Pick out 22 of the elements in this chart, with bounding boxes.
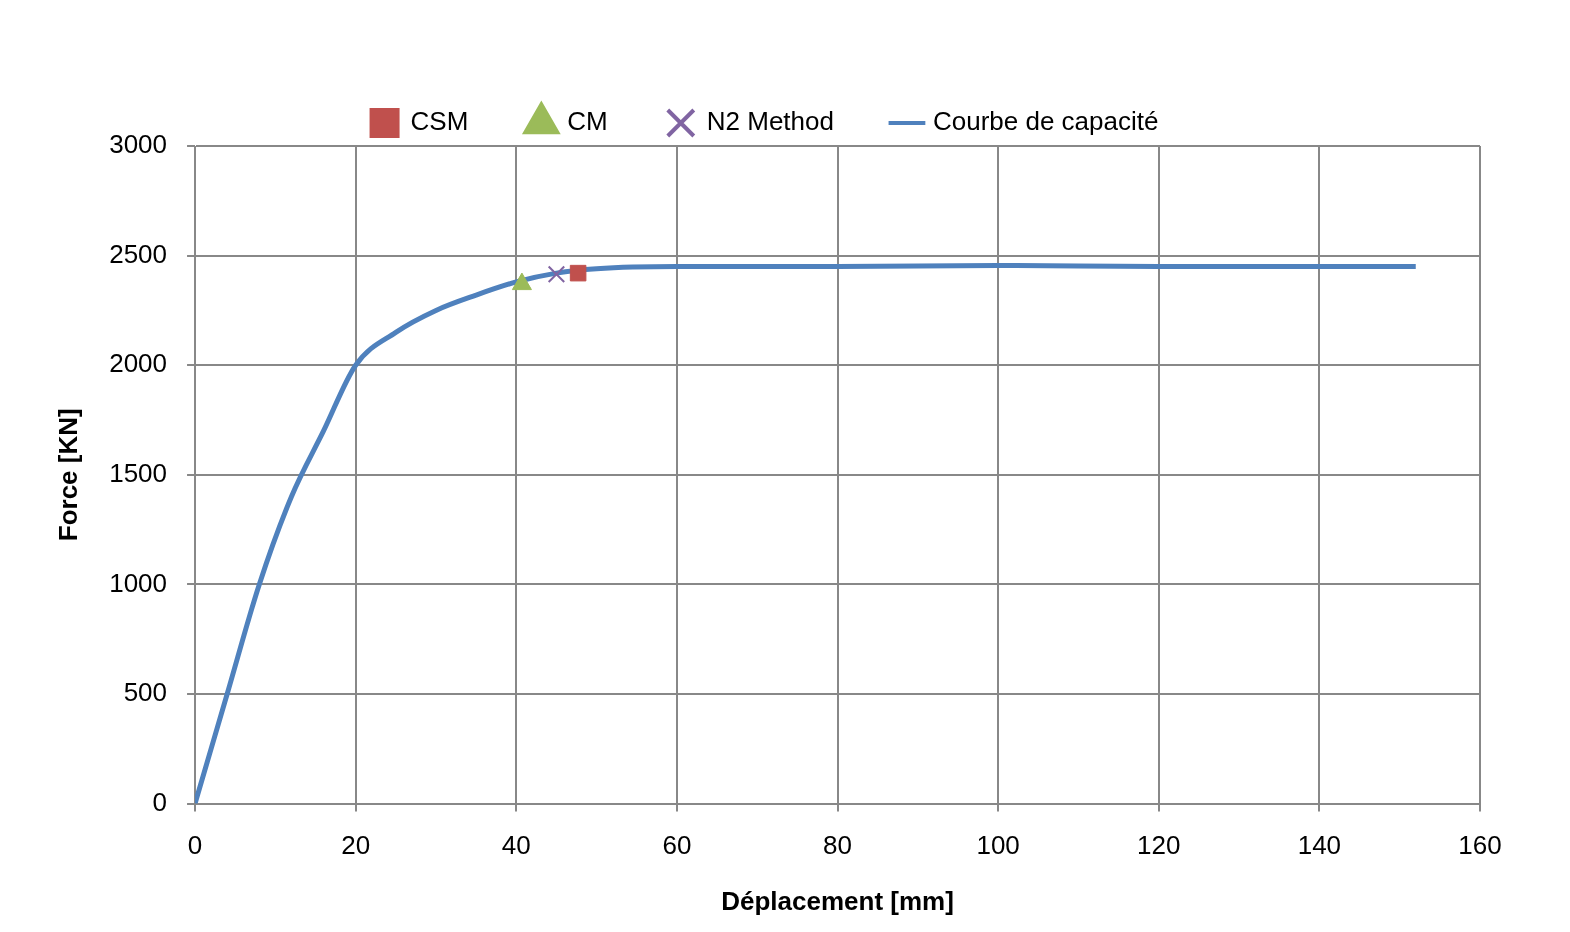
legend-label: N2 Method bbox=[706, 106, 834, 137]
x-tick-label: 80 bbox=[823, 830, 852, 861]
x-tick-label: 100 bbox=[976, 830, 1020, 861]
x-tick-label: 140 bbox=[1297, 830, 1342, 861]
x-tick-label: 40 bbox=[501, 830, 531, 861]
y-tick-label: 500 bbox=[123, 677, 168, 708]
legend-label: Courbe de capacité bbox=[932, 106, 1159, 137]
y-tick-label: 2500 bbox=[109, 238, 168, 269]
x-tick-label: 20 bbox=[341, 830, 371, 861]
legend-label: CM bbox=[567, 106, 608, 137]
y-tick-label: 1500 bbox=[109, 457, 168, 488]
x-tick-label: 120 bbox=[1137, 830, 1181, 861]
y-tick-label: 3000 bbox=[109, 129, 168, 160]
x-axis-title: Déplacement [mm] bbox=[721, 885, 954, 916]
x-tick-label: 160 bbox=[1458, 830, 1502, 861]
y-tick-label: 1000 bbox=[109, 567, 168, 598]
legend-label: CSM bbox=[410, 106, 469, 137]
y-tick-label: 2000 bbox=[109, 348, 168, 379]
y-axis-title: Force [KN] bbox=[52, 408, 83, 542]
x-tick-label: 0 bbox=[187, 830, 203, 861]
y-tick-label: 0 bbox=[152, 786, 168, 817]
x-tick-label: 60 bbox=[662, 830, 692, 861]
